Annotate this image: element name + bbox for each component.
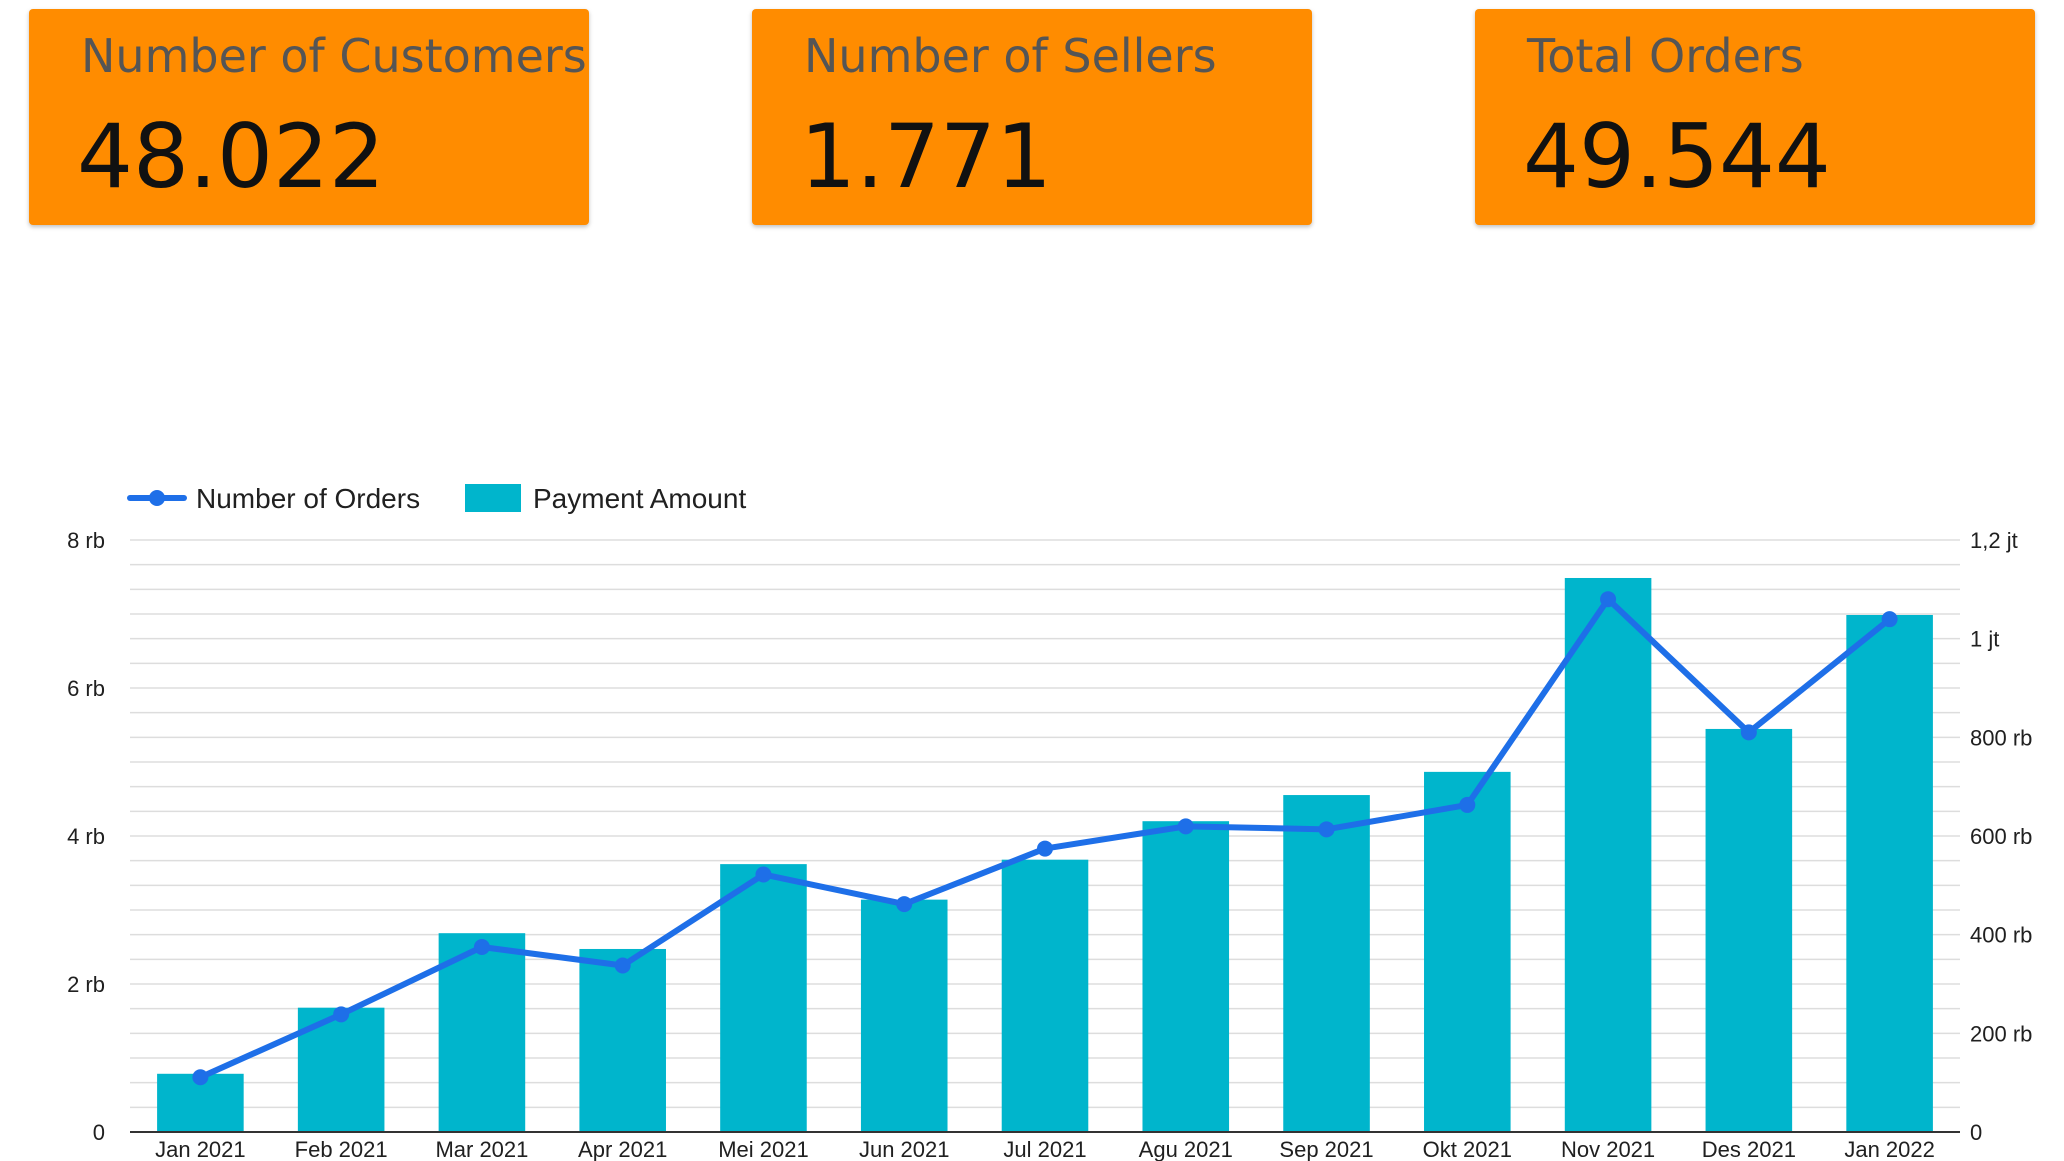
point-number-of-orders[interactable] <box>614 957 631 974</box>
x-tick-label: Jun 2021 <box>859 1137 950 1161</box>
bar-payment-amount[interactable] <box>720 864 807 1132</box>
x-tick-label: Mei 2021 <box>718 1137 809 1161</box>
kpi-title: Total Orders <box>1527 29 1804 83</box>
point-number-of-orders[interactable] <box>1037 840 1053 857</box>
point-number-of-orders[interactable] <box>1881 611 1898 628</box>
x-tick-label: Okt 2021 <box>1423 1137 1512 1161</box>
y-right-tick-label: 0 <box>1970 1120 1982 1145</box>
bar-payment-amount[interactable] <box>438 933 526 1132</box>
x-tick-label: Mar 2021 <box>435 1137 528 1161</box>
axes: 0 2 rb 4 rb 6 rb 8 rb 0 200 rb 400 rb 600 rb 800 … <box>67 528 2032 1161</box>
kpi-value: 1.771 <box>800 105 1052 208</box>
y-left-tick-label: 0 <box>93 1120 105 1145</box>
x-tick-label: Sep 2021 <box>1279 1137 1373 1161</box>
bar-payment-amount[interactable] <box>579 948 666 1132</box>
point-number-of-orders[interactable] <box>1177 818 1194 835</box>
y-left-tick-label: 6 rb <box>67 676 105 701</box>
y-left-tick-label: 4 rb <box>67 824 105 849</box>
y-right-tick-label: 600 rb <box>1970 824 2032 849</box>
legend-label-payment[interactable]: Payment Amount <box>533 483 746 514</box>
y-left-tick-label: 8 rb <box>67 528 105 553</box>
bar-payment-amount[interactable] <box>1283 795 1370 1132</box>
bar-payment-amount[interactable] <box>1564 577 1652 1132</box>
x-tick-label: Jan 2022 <box>1844 1137 1935 1161</box>
x-tick-label: Jan 2021 <box>155 1137 246 1161</box>
kpi-card-sellers: Number of Sellers 1.771 <box>752 9 1312 225</box>
y-left-tick-label: 2 rb <box>67 972 105 997</box>
point-number-of-orders[interactable] <box>473 939 490 955</box>
point-number-of-orders[interactable] <box>333 1006 350 1023</box>
kpi-value: 49.544 <box>1523 105 1831 208</box>
point-number-of-orders[interactable] <box>1600 591 1617 608</box>
bar-payment-amount[interactable] <box>860 899 948 1132</box>
bar-payment-amount[interactable] <box>1846 614 1933 1132</box>
kpi-title: Number of Sellers <box>804 29 1217 83</box>
grid-lines <box>130 539 1960 1109</box>
legend-line-marker <box>149 490 165 506</box>
kpi-card-customers: Number of Customers 48.022 <box>29 9 589 225</box>
point-number-of-orders[interactable] <box>1459 796 1476 813</box>
y-right-tick-label: 200 rb <box>1970 1021 2032 1046</box>
y-right-tick-label: 400 rb <box>1970 923 2032 948</box>
bar-payment-amount[interactable] <box>1705 728 1793 1132</box>
x-tick-label: Des 2021 <box>1702 1137 1796 1161</box>
kpi-title: Number of Customers <box>81 29 587 83</box>
point-number-of-orders[interactable] <box>755 866 772 883</box>
legend-bar-swatch <box>465 484 521 512</box>
x-tick-label: Agu 2021 <box>1139 1137 1233 1161</box>
x-tick-label: Apr 2021 <box>578 1137 667 1161</box>
y-right-tick-label: 1,2 jt <box>1970 528 2018 553</box>
orders-line <box>192 591 1898 1086</box>
combo-chart: 0 2 rb 4 rb 6 rb 8 rb 0 200 rb 400 rb 600 rb 800 … <box>67 483 2032 1161</box>
bars <box>157 577 1933 1132</box>
y-right-tick-label: 800 rb <box>1970 725 2032 750</box>
kpi-card-orders: Total Orders 49.544 <box>1475 9 2035 225</box>
point-number-of-orders[interactable] <box>896 896 913 913</box>
bar-payment-amount[interactable] <box>1142 821 1230 1132</box>
y-right-tick-label: 1 jt <box>1970 627 1999 652</box>
bar-payment-amount[interactable] <box>1001 859 1089 1132</box>
x-tick-label: Jul 2021 <box>1003 1137 1086 1161</box>
x-tick-label: Nov 2021 <box>1561 1137 1655 1161</box>
point-number-of-orders[interactable] <box>1318 821 1335 838</box>
kpi-value: 48.022 <box>77 105 385 208</box>
legend-label-orders[interactable]: Number of Orders <box>196 483 420 514</box>
x-tick-label: Feb 2021 <box>295 1137 388 1161</box>
bar-payment-amount[interactable] <box>1424 771 1511 1132</box>
legend[interactable]: Number of Orders Payment Amount <box>127 483 746 514</box>
point-number-of-orders[interactable] <box>192 1069 209 1086</box>
point-number-of-orders[interactable] <box>1740 724 1757 741</box>
